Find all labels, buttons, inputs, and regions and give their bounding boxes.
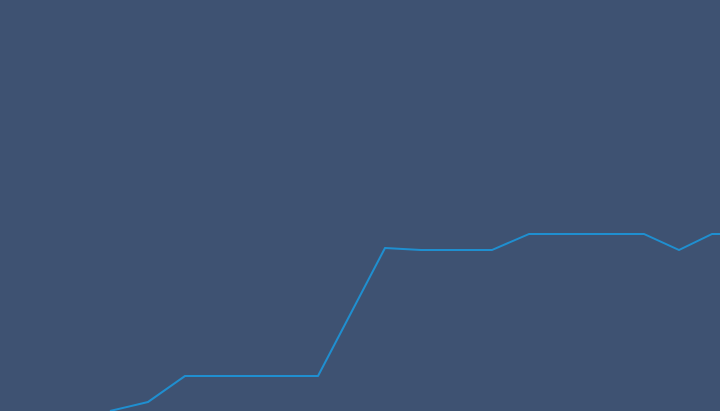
series-layer (109, 233, 720, 411)
series-line-0 (109, 233, 720, 411)
